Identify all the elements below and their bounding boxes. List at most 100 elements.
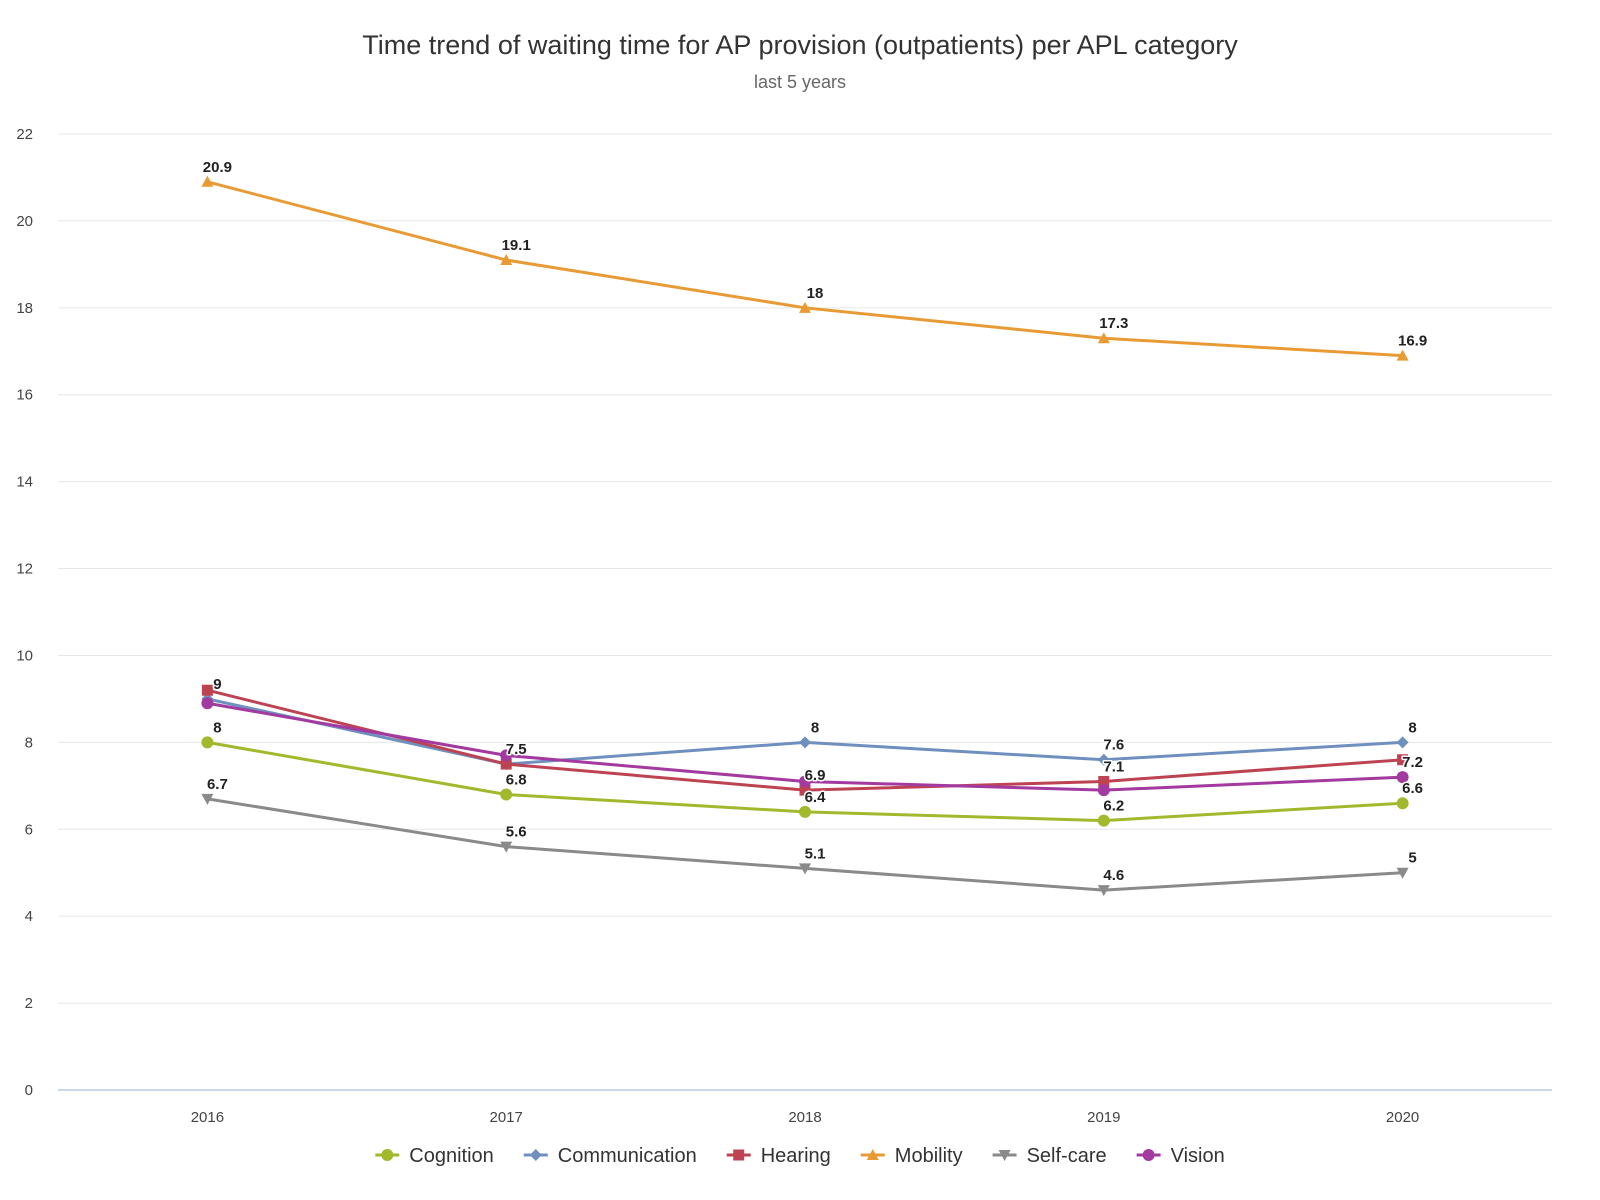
data-label: 5.1: [805, 845, 826, 862]
point-self-care: [500, 841, 513, 853]
legend-marker: [529, 1149, 542, 1161]
point-hearing: [500, 758, 512, 770]
data-label: 18: [807, 285, 824, 302]
data-label: 8: [811, 719, 819, 736]
legend-marker: [866, 1149, 879, 1160]
point-cognition: [500, 788, 513, 801]
legend-label: Cognition: [409, 1145, 494, 1167]
y-axis: 0 2 4 6 8 10 12 14 16 18 20 22: [16, 126, 33, 1099]
y-tick-label: 10: [16, 647, 33, 664]
point-self-care: [1097, 885, 1110, 897]
legend-marker: [998, 1150, 1011, 1161]
legend-marker: [381, 1149, 394, 1161]
y-tick-label: 4: [25, 908, 33, 925]
y-tick-label: 20: [16, 213, 33, 230]
legend-label: Self-care: [1027, 1145, 1107, 1167]
point-mobility: [1396, 349, 1409, 361]
data-label: 6.2: [1103, 798, 1124, 815]
data-label: 8: [213, 719, 221, 736]
point-communication: [1097, 753, 1110, 766]
data-label: 5.6: [506, 824, 527, 841]
point-vision: [201, 697, 214, 710]
x-tick-label: 2017: [490, 1109, 523, 1126]
legend-item-mobility[interactable]: Mobility: [860, 1145, 963, 1167]
y-tick-label: 8: [25, 734, 33, 751]
series-vision: [201, 697, 1409, 797]
point-communication: [799, 736, 811, 749]
point-cognition: [1097, 814, 1110, 827]
y-tick-label: 12: [16, 561, 33, 578]
y-tick-label: 14: [16, 474, 33, 491]
data-label: 6.6: [1402, 780, 1423, 797]
x-tick-label: 2020: [1386, 1109, 1419, 1126]
point-cognition: [201, 736, 214, 749]
series-communication: [201, 692, 1409, 771]
y-tick-label: 0: [25, 1082, 33, 1099]
data-label: 6.7: [207, 776, 228, 793]
legend: Cognition Communication Hearing Mobility Sel…: [375, 1145, 1225, 1167]
data-label: 16.9: [1398, 333, 1427, 350]
data-label: 17.3: [1099, 315, 1128, 332]
point-communication: [1396, 736, 1409, 749]
legend-label: Communication: [558, 1145, 697, 1167]
y-tick-label: 18: [16, 300, 33, 317]
x-tick-label: 2018: [788, 1109, 821, 1126]
point-vision: [799, 775, 811, 788]
x-axis: 2016 2017 2018 2019 2020: [58, 1089, 1552, 1126]
legend-marker: [1142, 1149, 1155, 1161]
data-labels: 8 6.8 6.4 6.2 6.6 9 7.5 8 7.6 8 6.9 7.1 7.2 20.9 19.1 1…: [201, 157, 1428, 885]
series-lines: [201, 175, 1409, 897]
chart-subtitle: last 5 years: [754, 72, 846, 92]
point-self-care: [201, 793, 214, 805]
point-mobility: [1097, 332, 1110, 344]
data-label: 7.6: [1103, 737, 1124, 754]
series-line-communication: [205, 697, 1405, 766]
legend-label: Vision: [1171, 1145, 1225, 1167]
data-label: 6.9: [805, 767, 826, 784]
y-tick-label: 16: [16, 387, 33, 404]
point-hearing: [201, 684, 213, 696]
series-mobility: [201, 175, 1409, 361]
data-label: 5: [1408, 850, 1416, 867]
data-label: 9: [213, 676, 221, 693]
point-cognition: [799, 805, 811, 818]
legend-marker: [733, 1149, 745, 1161]
data-label: 6.4: [805, 789, 827, 806]
x-tick-label: 2019: [1087, 1109, 1120, 1126]
data-label: 6.8: [506, 772, 527, 789]
chart-title: Time trend of waiting time for AP provis…: [362, 30, 1238, 60]
legend-item-communication[interactable]: Communication: [523, 1145, 697, 1167]
point-cognition: [1396, 797, 1409, 810]
data-label: 8: [1408, 719, 1416, 736]
data-label: 7.1: [1103, 758, 1124, 775]
point-mobility: [799, 301, 811, 313]
point-hearing: [1397, 754, 1409, 766]
legend-item-cognition[interactable]: Cognition: [375, 1145, 494, 1167]
series-cognition: [201, 736, 1409, 827]
legend-item-self-care[interactable]: Self-care: [992, 1145, 1107, 1167]
legend-item-hearing[interactable]: Hearing: [726, 1145, 831, 1167]
point-hearing: [799, 784, 811, 796]
point-mobility: [201, 175, 214, 187]
data-label: 20.9: [203, 159, 232, 176]
x-tick-label: 2016: [191, 1109, 224, 1126]
point-self-care: [1396, 867, 1409, 879]
point-self-care: [799, 863, 811, 875]
legend-item-vision[interactable]: Vision: [1136, 1145, 1225, 1167]
data-label: 19.1: [502, 237, 531, 254]
y-tick-label: 22: [16, 126, 33, 143]
data-label: 7.2: [1402, 754, 1423, 771]
point-vision: [500, 749, 513, 762]
data-label: 4.6: [1103, 867, 1124, 884]
series-self-care: [201, 793, 1409, 897]
point-mobility: [500, 254, 513, 266]
series-line-mobility: [205, 180, 1405, 358]
point-vision: [1396, 771, 1409, 784]
point-hearing: [1098, 775, 1110, 787]
legend-label: Hearing: [761, 1145, 831, 1167]
point-vision: [1097, 784, 1110, 797]
legend-label: Mobility: [895, 1145, 963, 1167]
y-tick-label: 6: [25, 821, 33, 838]
data-label: 7.5: [506, 741, 527, 758]
